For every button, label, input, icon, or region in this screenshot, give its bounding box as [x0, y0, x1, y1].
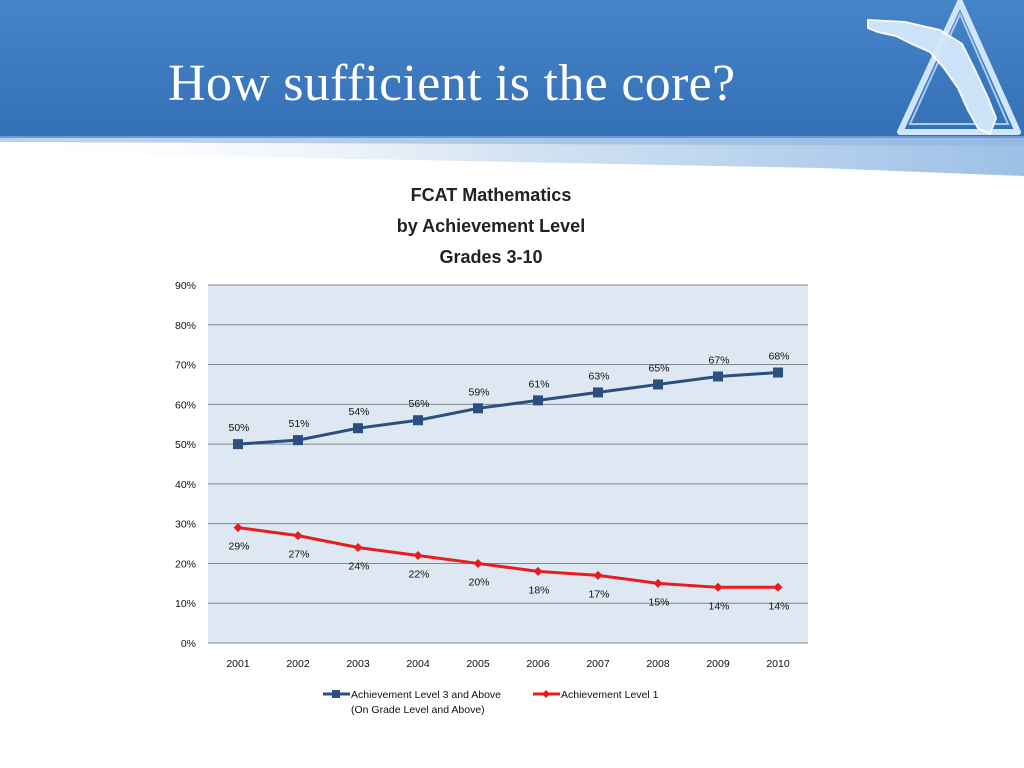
- data-label: 61%: [528, 378, 549, 390]
- data-point: [293, 531, 303, 541]
- data-label: 50%: [228, 422, 249, 434]
- data-label: 15%: [648, 596, 669, 608]
- data-point: [593, 387, 603, 398]
- data-label: 18%: [528, 584, 549, 596]
- data-point: [653, 578, 663, 588]
- data-label: 65%: [648, 362, 669, 374]
- data-label: 54%: [348, 406, 369, 418]
- data-point: [653, 379, 663, 390]
- x-tick-label: 2007: [586, 658, 610, 670]
- data-label: 56%: [408, 398, 429, 410]
- legend-item-2: Achievement Level 1: [533, 689, 659, 701]
- legend: Achievement Level 3 and Above (On Grade L…: [323, 689, 659, 716]
- data-label: 22%: [408, 568, 429, 580]
- data-label: 14%: [708, 600, 729, 612]
- legend-marker: [542, 690, 550, 698]
- data-label: 24%: [348, 561, 369, 573]
- x-tick-label: 2003: [346, 658, 370, 670]
- data-point: [473, 558, 483, 568]
- x-tick-label: 2009: [706, 658, 730, 670]
- y-tick-label: 30%: [175, 519, 196, 531]
- series-line: [237, 526, 778, 589]
- florida-state-logo-icon: [867, 0, 1021, 136]
- data-point: [773, 582, 783, 592]
- y-tick-label: 90%: [175, 280, 196, 292]
- data-label: 51%: [288, 418, 309, 430]
- data-point: [413, 550, 423, 560]
- data-label: 17%: [588, 588, 609, 600]
- data-label: 27%: [288, 549, 309, 561]
- data-point: [533, 566, 543, 576]
- header-swoosh-highlight: [0, 136, 1024, 146]
- legend-label: Achievement Level 3 and Above: [351, 689, 501, 701]
- data-point: [713, 371, 723, 382]
- y-tick-label: 50%: [175, 439, 196, 451]
- legend-item-1: Achievement Level 3 and Above (On Grade L…: [323, 689, 501, 716]
- data-label: 20%: [468, 576, 489, 588]
- data-point: [293, 435, 303, 446]
- x-tick-label: 2006: [526, 658, 550, 670]
- data-label: 59%: [468, 386, 489, 398]
- series-line: [237, 371, 779, 446]
- legend-label-line2: (On Grade Level and Above): [351, 704, 485, 716]
- x-tick-label: 2001: [226, 658, 250, 670]
- y-tick-label: 60%: [175, 399, 196, 411]
- legend-label: Achievement Level 1: [561, 689, 659, 701]
- chart-title-line-3: Grades 3-10: [439, 247, 542, 267]
- x-tick-label: 2005: [466, 658, 490, 670]
- data-point: [773, 367, 783, 378]
- y-tick-label: 0%: [181, 638, 196, 650]
- series-layer: 50% 51%54%56%59%61%63%65%67% 68%29%27%24%2…: [228, 351, 789, 613]
- data-label: 68%: [768, 351, 789, 363]
- slide-header: [0, 0, 1024, 176]
- data-point: [533, 395, 543, 406]
- data-point: [233, 523, 243, 533]
- data-point: [473, 403, 483, 414]
- plot-area: [208, 285, 808, 643]
- data-point: [353, 543, 363, 553]
- legend-marker: [332, 690, 340, 698]
- y-tick-label: 80%: [175, 320, 196, 332]
- data-label: 63%: [588, 370, 609, 382]
- data-point: [713, 582, 723, 592]
- x-tick-label: 2004: [406, 658, 430, 670]
- x-tick-label: 2010: [766, 658, 790, 670]
- data-point: [353, 423, 363, 434]
- data-label: 67%: [708, 354, 729, 366]
- gridlines: [208, 284, 808, 644]
- y-tick-label: 70%: [175, 360, 196, 372]
- series-1: 50% 51% 54% 56% 59% 61% 63% 65% 67% 68%: [228, 351, 790, 450]
- y-tick-label: 20%: [175, 558, 196, 570]
- data-point: [233, 439, 243, 450]
- y-tick-label: 40%: [175, 479, 196, 491]
- data-label: 29%: [228, 541, 249, 553]
- y-tick-label: 10%: [175, 598, 196, 610]
- chart-title: FCAT Mathematics by Achievement Level Grad…: [397, 185, 585, 267]
- x-axis: 2001 2002 2003 2004 2005 2006 2007 2008 2009 2010: [226, 658, 790, 670]
- slide-title: How sufficient is the core?: [168, 55, 736, 112]
- chart-title-line-2: by Achievement Level: [397, 216, 585, 236]
- series-2: 29% 27% 24% 22% 20% 18% 17% 15% 14% 14%: [228, 523, 790, 612]
- data-label: 14%: [768, 600, 789, 612]
- data-point: [593, 570, 603, 580]
- y-axis: 0% 10% 20% 30% 40% 50% 60% 70% 80% 90%: [175, 280, 196, 650]
- chart-title-line-1: FCAT Mathematics: [411, 185, 572, 205]
- data-point: [413, 415, 423, 426]
- x-tick-label: 2008: [646, 658, 670, 670]
- header-swoosh: [0, 138, 1024, 176]
- header-band: [0, 0, 1024, 138]
- x-tick-label: 2002: [286, 658, 310, 670]
